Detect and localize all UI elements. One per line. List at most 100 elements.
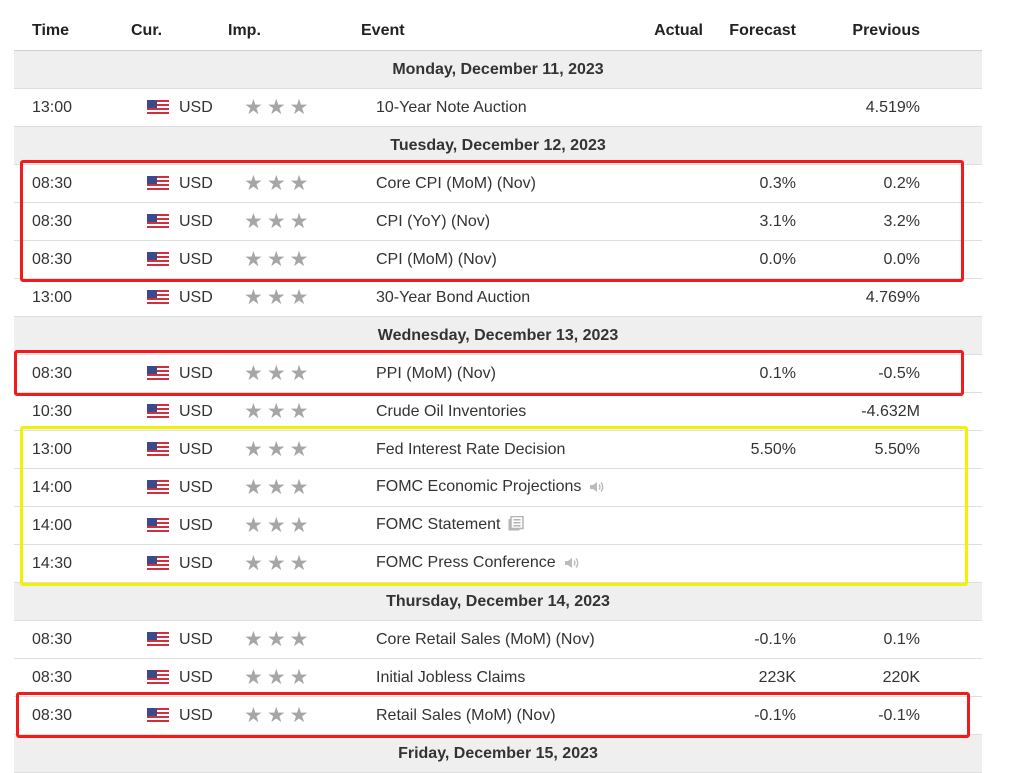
header-forecast[interactable]: Forecast bbox=[703, 12, 796, 51]
event-row[interactable]: 08:30 USD ★★★ PPI (MoM) (Nov) 0.1% -0.5% bbox=[14, 354, 982, 393]
forecast-value bbox=[703, 506, 796, 545]
event-row[interactable]: 08:30 USD ★★★ CPI (YoY) (Nov) 3.1% 3.2% bbox=[14, 202, 982, 241]
importance-cell: ★★★ bbox=[228, 278, 361, 317]
event-row[interactable]: 14:00 USD ★★★ FOMC Statement bbox=[14, 506, 982, 545]
event-name[interactable]: CPI (YoY) (Nov) bbox=[376, 212, 491, 230]
event-name[interactable]: Fed Interest Rate Decision bbox=[376, 440, 566, 458]
event-name[interactable]: Initial Jobless Claims bbox=[376, 668, 526, 686]
forecast-value bbox=[703, 544, 796, 583]
event-row[interactable]: 08:30 USD ★★★ Core CPI (MoM) (Nov) 0.3% 0.2% bbox=[14, 164, 982, 203]
event-name[interactable]: PPI (MoM) (Nov) bbox=[376, 364, 496, 382]
event-name[interactable]: Crude Oil Inventories bbox=[376, 402, 527, 420]
us-flag-icon bbox=[147, 517, 169, 532]
event-name[interactable]: FOMC Statement bbox=[376, 515, 501, 533]
event-name[interactable]: 30-Year Bond Auction bbox=[376, 288, 531, 306]
forecast-value: 3.1% bbox=[703, 202, 796, 241]
event-row[interactable]: 13:00 USD ★★★ 30-Year Bond Auction 4.769% bbox=[14, 278, 982, 317]
forecast-value: -0.1% bbox=[703, 696, 796, 735]
event-time: 14:00 bbox=[14, 506, 131, 545]
event-row[interactable]: 08:30 USD ★★★ Initial Jobless Claims 223K 220… bbox=[14, 658, 982, 697]
currency-cell: USD bbox=[131, 88, 228, 127]
importance-stars-icon: ★★★ bbox=[244, 399, 313, 423]
actual-value bbox=[645, 88, 703, 127]
event-row[interactable]: 13:00 USD ★★★ 10-Year Note Auction 4.519% bbox=[14, 88, 982, 127]
event-name[interactable]: Core CPI (MoM) (Nov) bbox=[376, 174, 537, 192]
event-time: 13:00 bbox=[14, 278, 131, 317]
importance-cell: ★★★ bbox=[228, 392, 361, 431]
date-label: Tuesday, December 12, 2023 bbox=[14, 126, 982, 165]
header-importance[interactable]: Imp. bbox=[228, 12, 361, 51]
importance-stars-icon: ★★★ bbox=[244, 361, 313, 385]
actual-value bbox=[645, 240, 703, 279]
previous-value: -0.1% bbox=[796, 696, 920, 735]
header-currency[interactable]: Cur. bbox=[131, 12, 228, 51]
event-cell[interactable]: FOMC Press Conference bbox=[361, 544, 645, 583]
event-name[interactable]: Core Retail Sales (MoM) (Nov) bbox=[376, 630, 595, 648]
currency-code: USD bbox=[179, 212, 213, 230]
forecast-value bbox=[703, 392, 796, 431]
importance-cell: ★★★ bbox=[228, 696, 361, 735]
speaker-icon[interactable] bbox=[589, 480, 605, 498]
event-name[interactable]: CPI (MoM) (Nov) bbox=[376, 250, 497, 268]
importance-stars-icon: ★★★ bbox=[244, 551, 313, 575]
header-event[interactable]: Event bbox=[361, 12, 645, 51]
event-cell[interactable]: Core CPI (MoM) (Nov) bbox=[361, 164, 645, 203]
event-cell[interactable]: PPI (MoM) (Nov) bbox=[361, 354, 645, 393]
currency-code: USD bbox=[179, 706, 213, 724]
event-cell[interactable]: Initial Jobless Claims bbox=[361, 658, 645, 697]
currency-cell: USD bbox=[131, 620, 228, 659]
event-name[interactable]: FOMC Press Conference bbox=[376, 553, 556, 571]
event-row[interactable]: 08:30 USD ★★★ Core Retail Sales (MoM) (Nov)… bbox=[14, 620, 982, 659]
header-time[interactable]: Time bbox=[14, 12, 131, 51]
event-cell[interactable]: 10-Year Note Auction bbox=[361, 88, 645, 127]
event-cell[interactable]: FOMC Statement bbox=[361, 506, 645, 545]
event-row[interactable]: 14:30 USD ★★★ FOMC Press Conference bbox=[14, 544, 982, 583]
event-cell[interactable]: 30-Year Bond Auction bbox=[361, 278, 645, 317]
event-cell[interactable]: Fed Interest Rate Decision bbox=[361, 430, 645, 469]
importance-stars-icon: ★★★ bbox=[244, 209, 313, 233]
currency-cell: USD bbox=[131, 240, 228, 279]
forecast-value bbox=[703, 278, 796, 317]
event-cell[interactable]: CPI (MoM) (Nov) bbox=[361, 240, 645, 279]
importance-stars-icon: ★★★ bbox=[244, 513, 313, 537]
document-icon[interactable] bbox=[508, 515, 525, 536]
event-cell[interactable]: Core Retail Sales (MoM) (Nov) bbox=[361, 620, 645, 659]
forecast-value: 0.3% bbox=[703, 164, 796, 203]
forecast-value: 5.50% bbox=[703, 430, 796, 469]
event-time: 08:30 bbox=[14, 620, 131, 659]
importance-cell: ★★★ bbox=[228, 202, 361, 241]
event-cell[interactable]: CPI (YoY) (Nov) bbox=[361, 202, 645, 241]
actual-value bbox=[645, 658, 703, 697]
speaker-icon[interactable] bbox=[564, 556, 580, 574]
importance-stars-icon: ★★★ bbox=[244, 171, 313, 195]
importance-stars-icon: ★★★ bbox=[244, 703, 313, 727]
us-flag-icon bbox=[147, 707, 169, 722]
event-cell[interactable]: FOMC Economic Projections bbox=[361, 468, 645, 507]
event-time: 08:30 bbox=[14, 240, 131, 279]
previous-value: 0.2% bbox=[796, 164, 920, 203]
us-flag-icon bbox=[147, 289, 169, 304]
previous-value bbox=[796, 544, 920, 583]
date-label: Friday, December 15, 2023 bbox=[14, 734, 982, 773]
header-actual[interactable]: Actual bbox=[645, 12, 703, 51]
event-row[interactable]: 08:30 USD ★★★ Retail Sales (MoM) (Nov) -0.1%… bbox=[14, 696, 982, 735]
currency-code: USD bbox=[179, 174, 213, 192]
event-cell[interactable]: Crude Oil Inventories bbox=[361, 392, 645, 431]
previous-value: -0.5% bbox=[796, 354, 920, 393]
event-name[interactable]: 10-Year Note Auction bbox=[376, 98, 527, 116]
event-cell[interactable]: Retail Sales (MoM) (Nov) bbox=[361, 696, 645, 735]
event-name[interactable]: FOMC Economic Projections bbox=[376, 477, 582, 495]
actual-value bbox=[645, 202, 703, 241]
importance-cell: ★★★ bbox=[228, 354, 361, 393]
event-row[interactable]: 14:00 USD ★★★ FOMC Economic Projections bbox=[14, 468, 982, 507]
event-row[interactable]: 13:00 USD ★★★ Fed Interest Rate Decision 5.5… bbox=[14, 430, 982, 469]
us-flag-icon bbox=[147, 631, 169, 646]
forecast-value: 0.1% bbox=[703, 354, 796, 393]
event-row[interactable]: 08:30 USD ★★★ CPI (MoM) (Nov) 0.0% 0.0% bbox=[14, 240, 982, 279]
currency-code: USD bbox=[179, 554, 213, 572]
us-flag-icon bbox=[147, 213, 169, 228]
event-name[interactable]: Retail Sales (MoM) (Nov) bbox=[376, 706, 556, 724]
previous-value: 4.769% bbox=[796, 278, 920, 317]
event-row[interactable]: 10:30 USD ★★★ Crude Oil Inventories -4.632M bbox=[14, 392, 982, 431]
header-previous[interactable]: Previous bbox=[796, 12, 920, 51]
